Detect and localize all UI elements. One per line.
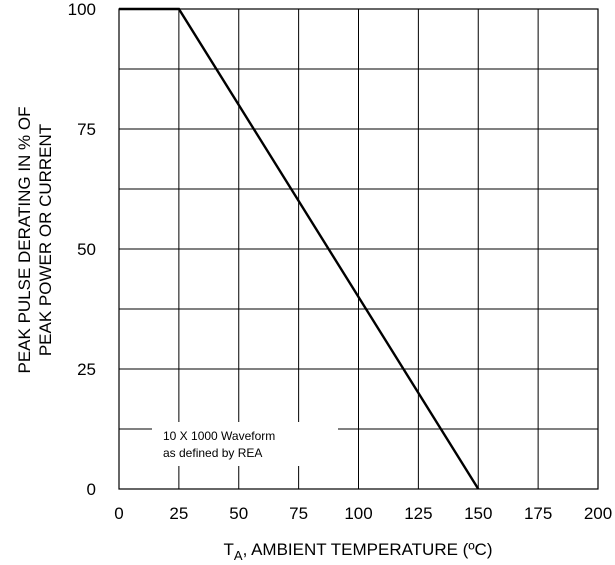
x-tick-label: 50 <box>229 504 248 523</box>
y-tick-label: 100 <box>68 0 96 19</box>
y-axis-label: PEAK PULSE DERATING IN % OF PEAK POWER O… <box>15 106 55 373</box>
x-tick-label: 125 <box>404 504 432 523</box>
y-tick-label: 75 <box>77 120 96 139</box>
x-tick-label: 150 <box>464 504 492 523</box>
x-tick-labels: 0 25 50 75 100 125 150 175 200 <box>114 504 612 523</box>
annotation-line-2: as defined by REA <box>163 446 262 460</box>
y-tick-label: 0 <box>87 480 96 499</box>
x-tick-label: 0 <box>114 504 123 523</box>
x-tick-label: 100 <box>344 504 372 523</box>
x-axis-label-rest: , AMBIENT TEMPERATURE (ºC) <box>243 540 493 559</box>
y-axis-label-line-1: PEAK PULSE DERATING IN % OF <box>15 106 34 373</box>
chart-grid <box>119 9 598 489</box>
plot-frame <box>118 8 599 490</box>
y-tick-labels: 0 25 50 75 100 <box>68 0 96 499</box>
x-axis-label: TA, AMBIENT TEMPERATURE (ºC) <box>224 540 493 563</box>
x-tick-label: 25 <box>169 504 188 523</box>
x-axis-label-subscript: A <box>234 548 243 563</box>
x-tick-label: 75 <box>289 504 308 523</box>
y-tick-label: 25 <box>77 360 96 379</box>
x-axis-label-base: T <box>224 540 234 559</box>
annotation-background <box>152 422 338 466</box>
x-tick-label: 200 <box>584 504 612 523</box>
annotation-line-1: 10 X 1000 Waveform <box>163 429 275 443</box>
annotation: 10 X 1000 Waveform as defined by REA <box>163 429 275 460</box>
x-tick-label: 175 <box>524 504 552 523</box>
y-axis-label-line-2: PEAK POWER OR CURRENT <box>36 124 55 356</box>
y-tick-label: 50 <box>77 240 96 259</box>
